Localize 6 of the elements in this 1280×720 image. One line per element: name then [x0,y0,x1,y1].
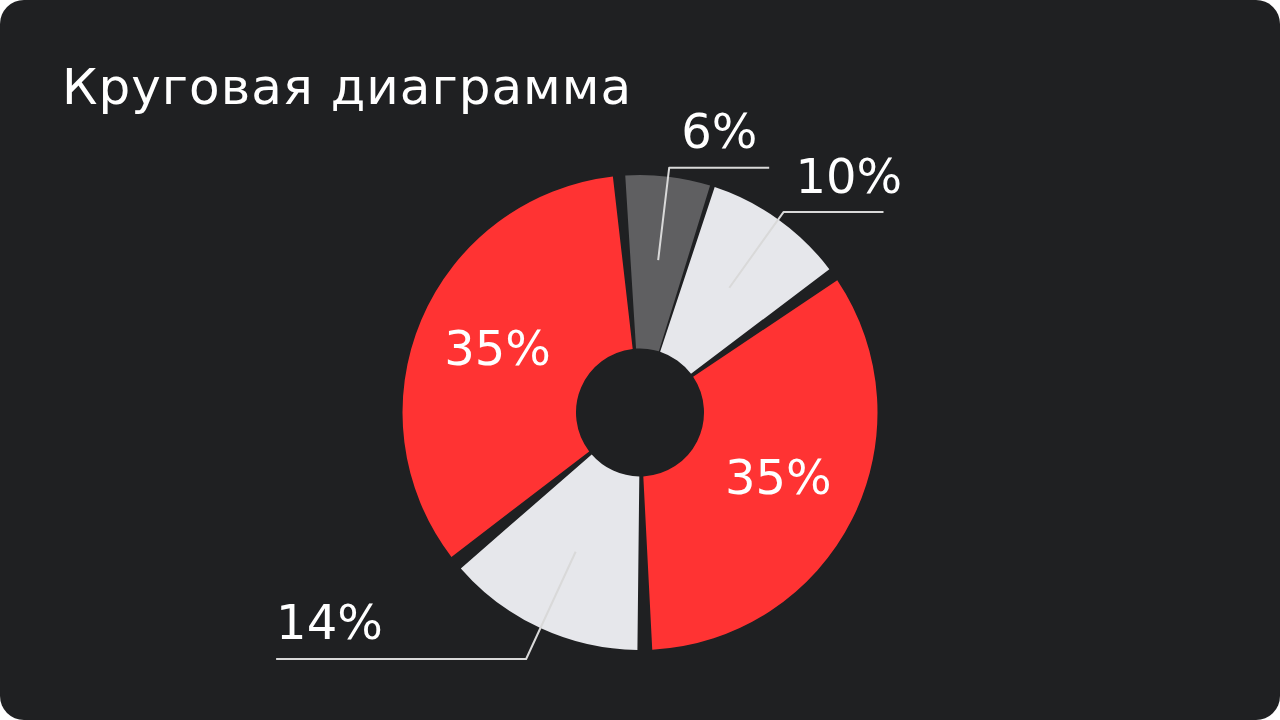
data-label: 35% [444,319,551,376]
data-label: 6% [681,103,758,160]
data-label: 14% [276,594,383,651]
data-label: 35% [725,449,832,506]
chart-title: Круговая диаграмма [62,58,633,116]
data-label: 10% [795,147,903,204]
